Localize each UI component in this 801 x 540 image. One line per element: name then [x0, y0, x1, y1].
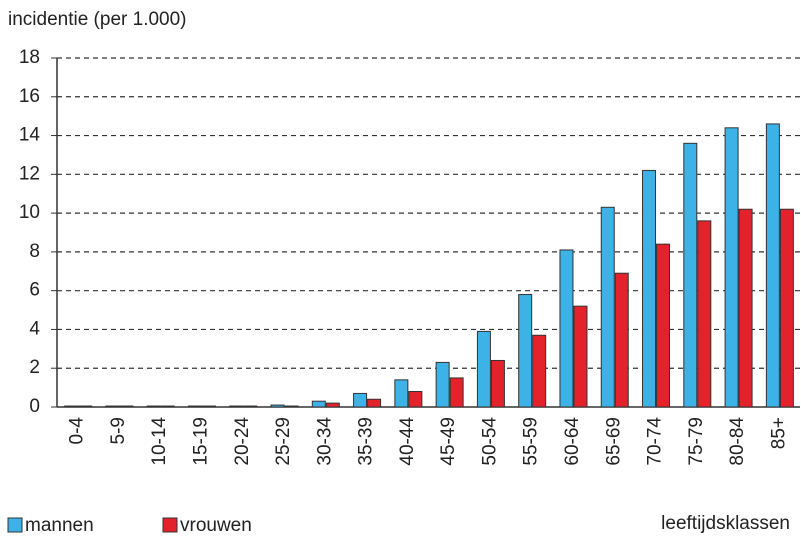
x-tick-label: 10-14: [149, 417, 170, 466]
legend-swatch: [7, 517, 23, 533]
x-tick-label: 0-4: [67, 417, 88, 445]
bar: [738, 208, 753, 408]
x-tick-label: 70-74: [645, 417, 666, 466]
y-tick-label: 14: [19, 125, 41, 146]
bar: [765, 123, 780, 408]
legend-swatch: [162, 517, 178, 533]
bar: [201, 405, 216, 408]
y-tick-label: 4: [29, 318, 40, 339]
bar: [105, 405, 120, 408]
y-tick-label: 10: [19, 202, 40, 223]
x-tick-label: 80-84: [727, 417, 748, 466]
bar: [229, 405, 244, 408]
x-tick-label: 55-59: [521, 417, 542, 466]
bar: [724, 127, 739, 408]
bar: [614, 272, 629, 408]
x-tick-label: 40-44: [397, 417, 418, 466]
bar: [600, 206, 615, 408]
y-tick-label: 2: [29, 357, 40, 378]
legend-label: vrouwen: [180, 515, 252, 536]
bar: [64, 405, 79, 408]
x-tick-label: 5-9: [108, 417, 129, 444]
x-tick-label: 15-19: [190, 417, 211, 466]
bar: [642, 169, 657, 408]
x-tick-label: 75-79: [686, 417, 707, 466]
x-tick-label: 20-24: [232, 417, 253, 466]
bar: [187, 405, 202, 408]
bar: [518, 294, 533, 408]
y-tick-label: 16: [19, 86, 40, 107]
x-tick-label: 60-64: [562, 417, 583, 466]
bar: [779, 208, 794, 408]
bar: [243, 405, 258, 408]
bar: [311, 400, 326, 408]
bar: [683, 142, 698, 408]
bar: [284, 405, 299, 408]
bar: [697, 220, 712, 408]
x-tick-label: 65-69: [603, 417, 624, 466]
bar: [559, 249, 574, 408]
chart-title: incidentie (per 1.000): [8, 9, 187, 30]
bar: [435, 361, 450, 408]
bar: [408, 390, 423, 408]
bar: [476, 330, 491, 408]
bar: [490, 359, 505, 408]
bar: [78, 405, 93, 408]
x-tick-label: 30-34: [314, 417, 335, 466]
bar: [394, 379, 409, 408]
bar: [353, 392, 368, 408]
bar: [656, 243, 671, 408]
bar: [573, 305, 588, 408]
x-tick-label: 35-39: [356, 417, 377, 466]
bar: [160, 405, 175, 408]
y-tick-label: 8: [29, 241, 40, 262]
bar: [146, 405, 161, 408]
bar: [119, 405, 134, 408]
bar: [449, 377, 464, 408]
x-tick-label: 50-54: [479, 417, 500, 466]
x-axis-label: leeftijdsklassen: [661, 513, 790, 534]
y-tick-label: 12: [19, 163, 40, 184]
legend-label: mannen: [25, 515, 94, 536]
x-tick-label: 25-29: [273, 417, 294, 466]
bar: [367, 398, 382, 408]
y-tick-label: 18: [19, 47, 40, 68]
y-tick-label: 0: [29, 396, 40, 417]
x-tick-label: 85+: [768, 417, 789, 449]
y-tick-label: 6: [29, 280, 40, 301]
bar: [270, 404, 285, 408]
bar: [532, 334, 547, 408]
x-tick-label: 45-49: [438, 417, 459, 466]
bar: [325, 402, 340, 408]
